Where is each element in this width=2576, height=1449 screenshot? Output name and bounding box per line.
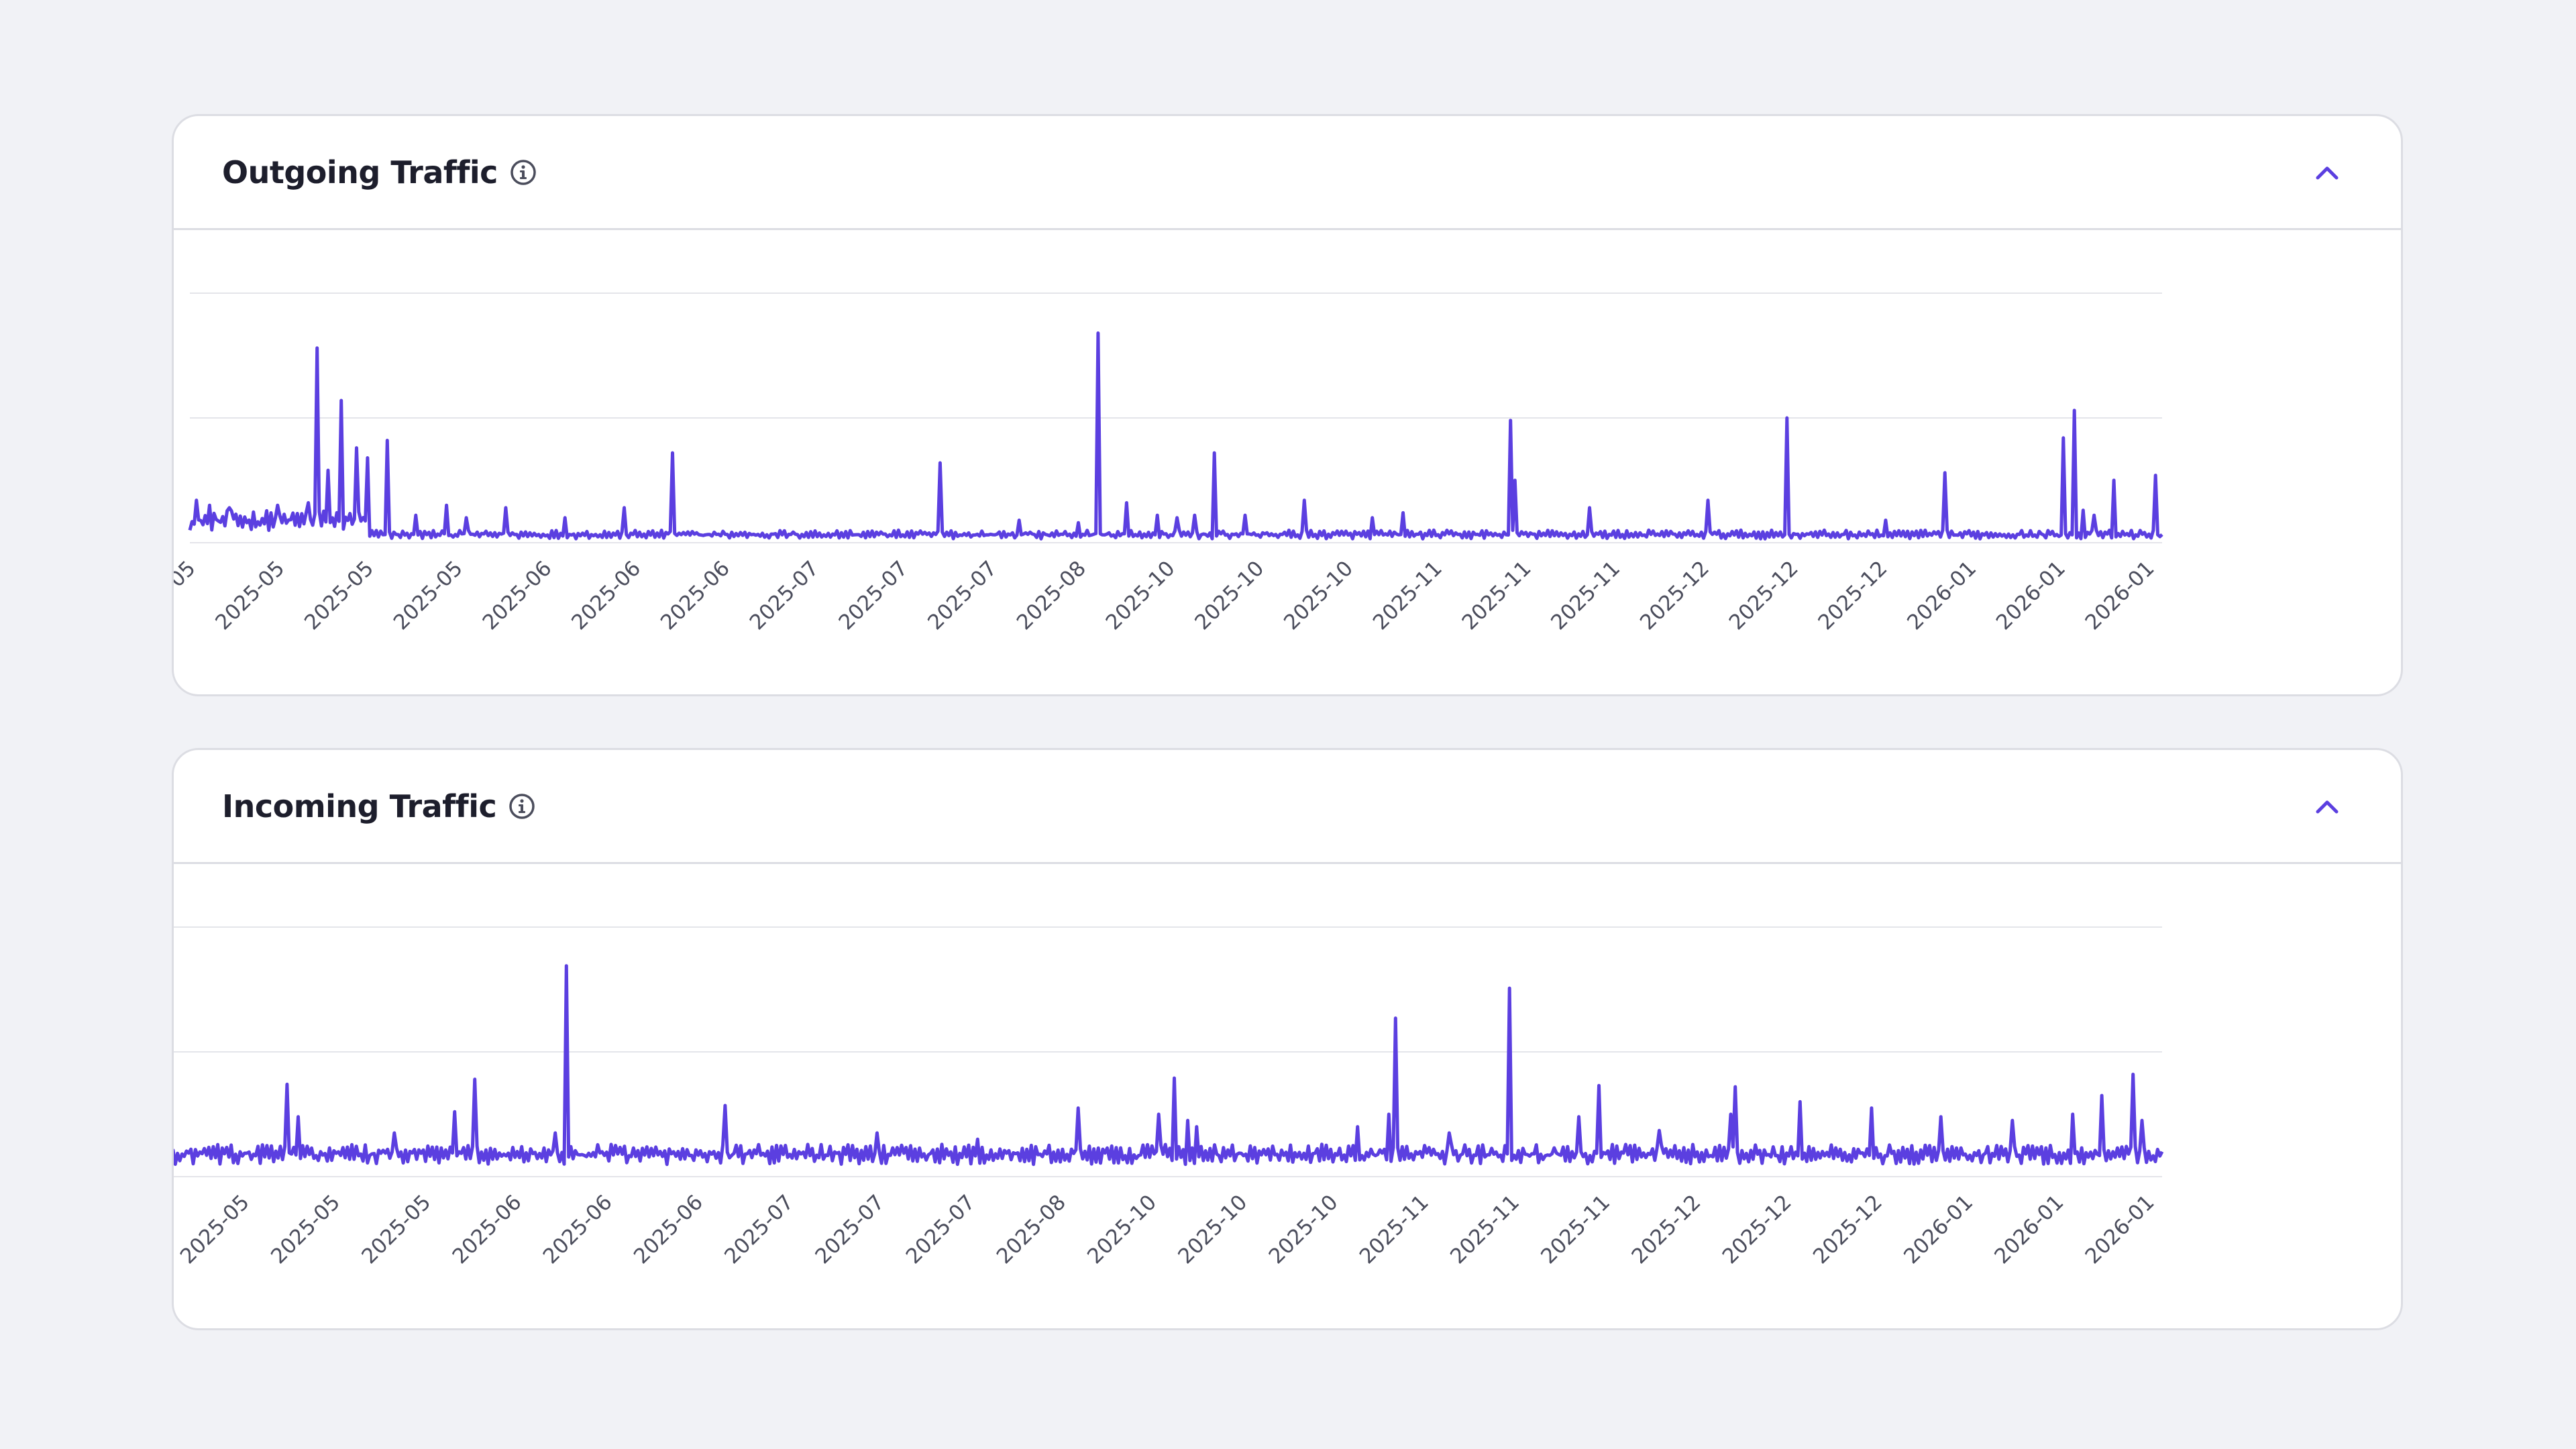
x-tick-label: 2025-05 bbox=[211, 556, 289, 635]
x-tick-label: 2025-11 bbox=[1355, 1190, 1434, 1269]
x-tick-label: 2025-07 bbox=[745, 556, 824, 635]
x-tick-label: 2025-06 bbox=[448, 1190, 527, 1269]
series-line bbox=[174, 964, 2164, 1167]
x-tick-label: 2025-06 bbox=[656, 556, 735, 635]
outgoing-traffic-title-group: Outgoing Traffic bbox=[222, 154, 538, 191]
x-tick-label: 2025-06 bbox=[629, 1190, 708, 1269]
incoming-traffic-title: Incoming Traffic bbox=[222, 788, 497, 824]
x-tick-label: 2026-01 bbox=[1899, 1190, 1978, 1269]
x-tick-label: 2025-11 bbox=[1368, 556, 1447, 635]
x-tick-label: 2025-05 bbox=[389, 556, 468, 635]
x-tick-label: 2026-01 bbox=[2081, 1190, 2159, 1269]
incoming-traffic-title-group: Incoming Traffic bbox=[222, 788, 537, 824]
x-tick-label: 2025-12 bbox=[1627, 1190, 1705, 1269]
x-tick-label: 2025-12 bbox=[1813, 556, 1892, 635]
x-tick-label: 2025-11 bbox=[1458, 556, 1536, 635]
x-tick-label: 2025-12 bbox=[1725, 556, 1803, 635]
series-line bbox=[188, 331, 2163, 541]
outgoing-traffic-card: Outgoing Traffic 0 MB500 MB1000 MB2025-0… bbox=[172, 114, 2403, 696]
info-icon[interactable] bbox=[507, 792, 537, 821]
x-tick-label: 2025-05 bbox=[266, 1190, 345, 1269]
chevron-up-icon[interactable] bbox=[2308, 154, 2346, 191]
x-tick-label: 2025-07 bbox=[902, 1190, 980, 1269]
x-tick-label: 2025-12 bbox=[1635, 556, 1714, 635]
x-tick-label: 2025-07 bbox=[720, 1190, 798, 1269]
outgoing-traffic-header: Outgoing Traffic bbox=[174, 116, 2401, 230]
x-tick-label: 2025-11 bbox=[1546, 556, 1625, 635]
x-tick-label: 2025-10 bbox=[1265, 1190, 1343, 1269]
x-tick-label: 2026-01 bbox=[1990, 1190, 2068, 1269]
x-tick-label: 2025-11 bbox=[1446, 1190, 1524, 1269]
x-tick-label: 2026-01 bbox=[1902, 556, 1981, 635]
x-tick-label: 2025-08 bbox=[992, 1190, 1071, 1269]
x-tick-label: 2025-05 bbox=[357, 1190, 435, 1269]
x-tick-label: 2025-06 bbox=[567, 556, 645, 635]
x-tick-label: 2025-07 bbox=[834, 556, 912, 635]
x-tick-label: 2025-10 bbox=[1173, 1190, 1252, 1269]
x-tick-label: 2025-07 bbox=[923, 556, 1002, 635]
x-tick-label: 2025-10 bbox=[1279, 556, 1358, 635]
incoming-traffic-chart: 0 GB1 GB2 GB2025-052025-052025-052025-05… bbox=[174, 926, 2164, 1269]
x-tick-label: 2025-05 bbox=[176, 1190, 254, 1269]
x-tick-label: 2025-10 bbox=[1190, 556, 1269, 635]
chevron-up-icon[interactable] bbox=[2308, 788, 2346, 825]
x-tick-label: 2025-11 bbox=[1536, 1190, 1615, 1269]
x-tick-label: 2025-08 bbox=[1012, 556, 1091, 635]
x-tick-label: 2025-12 bbox=[1809, 1190, 1887, 1269]
x-tick-label: 2025-06 bbox=[539, 1190, 617, 1269]
x-tick-label: 2025-05 bbox=[174, 556, 201, 635]
outgoing-traffic-chart: 0 MB500 MB1000 MB2025-052025-052025-0520… bbox=[174, 292, 2163, 635]
x-tick-label: 2025-12 bbox=[1718, 1190, 1796, 1269]
x-tick-label: 2025-10 bbox=[1102, 556, 1180, 635]
incoming-traffic-card: Incoming Traffic 0 GB1 GB2 GB2025-052025… bbox=[172, 748, 2403, 1330]
incoming-traffic-header: Incoming Traffic bbox=[174, 750, 2401, 864]
x-tick-label: 2025-07 bbox=[810, 1190, 889, 1269]
outgoing-traffic-title: Outgoing Traffic bbox=[222, 154, 498, 191]
info-icon[interactable] bbox=[508, 158, 538, 187]
x-tick-label: 2026-01 bbox=[2081, 556, 2159, 635]
x-tick-label: 2025-06 bbox=[478, 556, 557, 635]
x-tick-label: 2025-10 bbox=[1083, 1190, 1161, 1269]
x-tick-label: 2025-05 bbox=[300, 556, 378, 635]
x-tick-label: 2026-01 bbox=[1992, 556, 2070, 635]
